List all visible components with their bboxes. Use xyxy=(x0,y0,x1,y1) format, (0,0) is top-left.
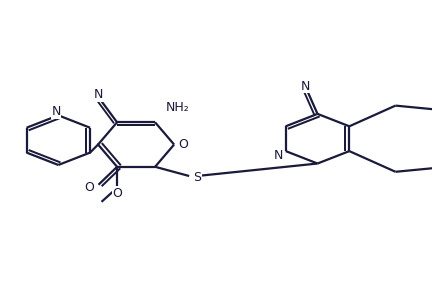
Text: O: O xyxy=(113,187,122,199)
Text: O: O xyxy=(84,180,94,194)
Text: N: N xyxy=(273,149,283,162)
Text: S: S xyxy=(193,171,201,184)
Text: N: N xyxy=(301,80,310,93)
Text: O: O xyxy=(178,138,188,151)
Text: N: N xyxy=(51,105,61,118)
Text: NH₂: NH₂ xyxy=(166,101,189,114)
Text: N: N xyxy=(94,88,103,101)
